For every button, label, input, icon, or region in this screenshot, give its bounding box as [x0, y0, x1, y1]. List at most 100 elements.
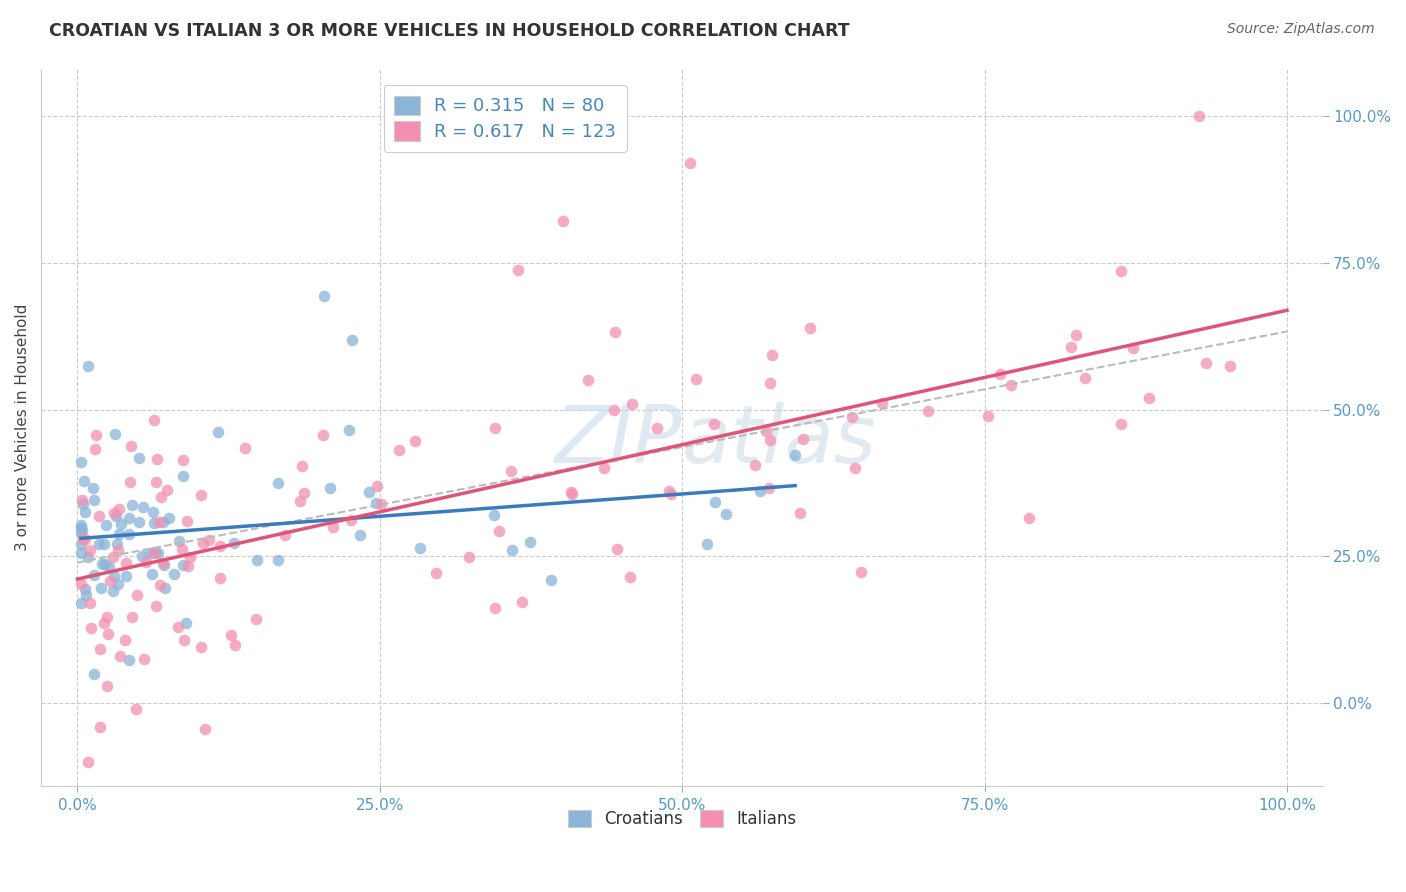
Point — [145, 475, 167, 489]
Point — [219, 627, 242, 641]
Point — [519, 534, 541, 549]
Point — [98, 574, 121, 589]
Point — [703, 417, 725, 431]
Point — [108, 527, 131, 541]
Point — [118, 653, 141, 667]
Point — [224, 638, 246, 652]
Point — [103, 569, 125, 583]
Point — [606, 542, 628, 557]
Point — [76, 549, 98, 564]
Point — [364, 496, 387, 510]
Point — [484, 421, 506, 435]
Point — [540, 574, 562, 588]
Point — [150, 490, 173, 504]
Point — [70, 546, 93, 560]
Point — [1109, 417, 1132, 432]
Point — [357, 485, 380, 500]
Point — [70, 596, 93, 610]
Point — [340, 513, 363, 527]
Point — [789, 506, 811, 520]
Point — [337, 423, 360, 437]
Point — [132, 500, 155, 515]
Point — [128, 515, 150, 529]
Point — [322, 520, 344, 534]
Point — [75, 532, 97, 546]
Point — [267, 475, 290, 490]
Point — [142, 516, 165, 531]
Point — [148, 516, 170, 530]
Point — [145, 599, 167, 614]
Point — [94, 517, 117, 532]
Point — [744, 458, 766, 472]
Point — [118, 475, 141, 490]
Point — [311, 428, 333, 442]
Point — [291, 458, 314, 473]
Point — [131, 549, 153, 564]
Point — [224, 536, 246, 550]
Point — [70, 577, 93, 591]
Point — [108, 649, 131, 664]
Point — [135, 555, 157, 569]
Point — [139, 546, 162, 560]
Point — [1122, 341, 1144, 355]
Point — [80, 621, 103, 635]
Point — [121, 499, 143, 513]
Point — [75, 505, 97, 519]
Point — [488, 524, 510, 538]
Point — [799, 321, 821, 335]
Point — [176, 514, 198, 528]
Point — [70, 523, 93, 537]
Point — [499, 464, 522, 478]
Point — [319, 481, 342, 495]
Point — [159, 511, 181, 525]
Point — [107, 542, 129, 557]
Point — [647, 421, 669, 435]
Point — [143, 546, 166, 560]
Point — [388, 442, 411, 457]
Point — [593, 460, 616, 475]
Point — [134, 652, 156, 666]
Point — [90, 557, 112, 571]
Point — [114, 633, 136, 648]
Point — [404, 434, 426, 448]
Point — [679, 155, 702, 169]
Point — [560, 484, 582, 499]
Text: Source: ZipAtlas.com: Source: ZipAtlas.com — [1227, 22, 1375, 37]
Point — [83, 568, 105, 582]
Point — [115, 569, 138, 583]
Point — [142, 413, 165, 427]
Point — [152, 556, 174, 570]
Point — [89, 720, 111, 734]
Point — [349, 528, 371, 542]
Point — [370, 497, 392, 511]
Point — [755, 424, 778, 438]
Point — [208, 571, 231, 585]
Point — [173, 633, 195, 648]
Point — [173, 452, 195, 467]
Point — [70, 455, 93, 469]
Text: atlas: atlas — [682, 402, 877, 481]
Point — [661, 487, 683, 501]
Point — [1074, 371, 1097, 385]
Point — [179, 550, 201, 565]
Point — [714, 507, 737, 521]
Point — [658, 484, 681, 499]
Legend: Croatians, Italians: Croatians, Italians — [561, 804, 803, 835]
Point — [603, 402, 626, 417]
Text: CROATIAN VS ITALIAN 3 OR MORE VEHICLES IN HOUSEHOLD CORRELATION CHART: CROATIAN VS ITALIAN 3 OR MORE VEHICLES I… — [49, 22, 849, 40]
Point — [288, 494, 311, 508]
Point — [70, 493, 93, 508]
Point — [152, 515, 174, 529]
Point — [72, 533, 94, 547]
Point — [553, 214, 575, 228]
Text: ZIP: ZIP — [555, 402, 682, 481]
Point — [117, 511, 139, 525]
Point — [1066, 328, 1088, 343]
Point — [177, 558, 200, 573]
Point — [696, 537, 718, 551]
Point — [84, 428, 107, 442]
Point — [246, 553, 269, 567]
Y-axis label: 3 or more Vehicles in Household: 3 or more Vehicles in Household — [15, 303, 30, 551]
Point — [172, 468, 194, 483]
Point — [510, 594, 533, 608]
